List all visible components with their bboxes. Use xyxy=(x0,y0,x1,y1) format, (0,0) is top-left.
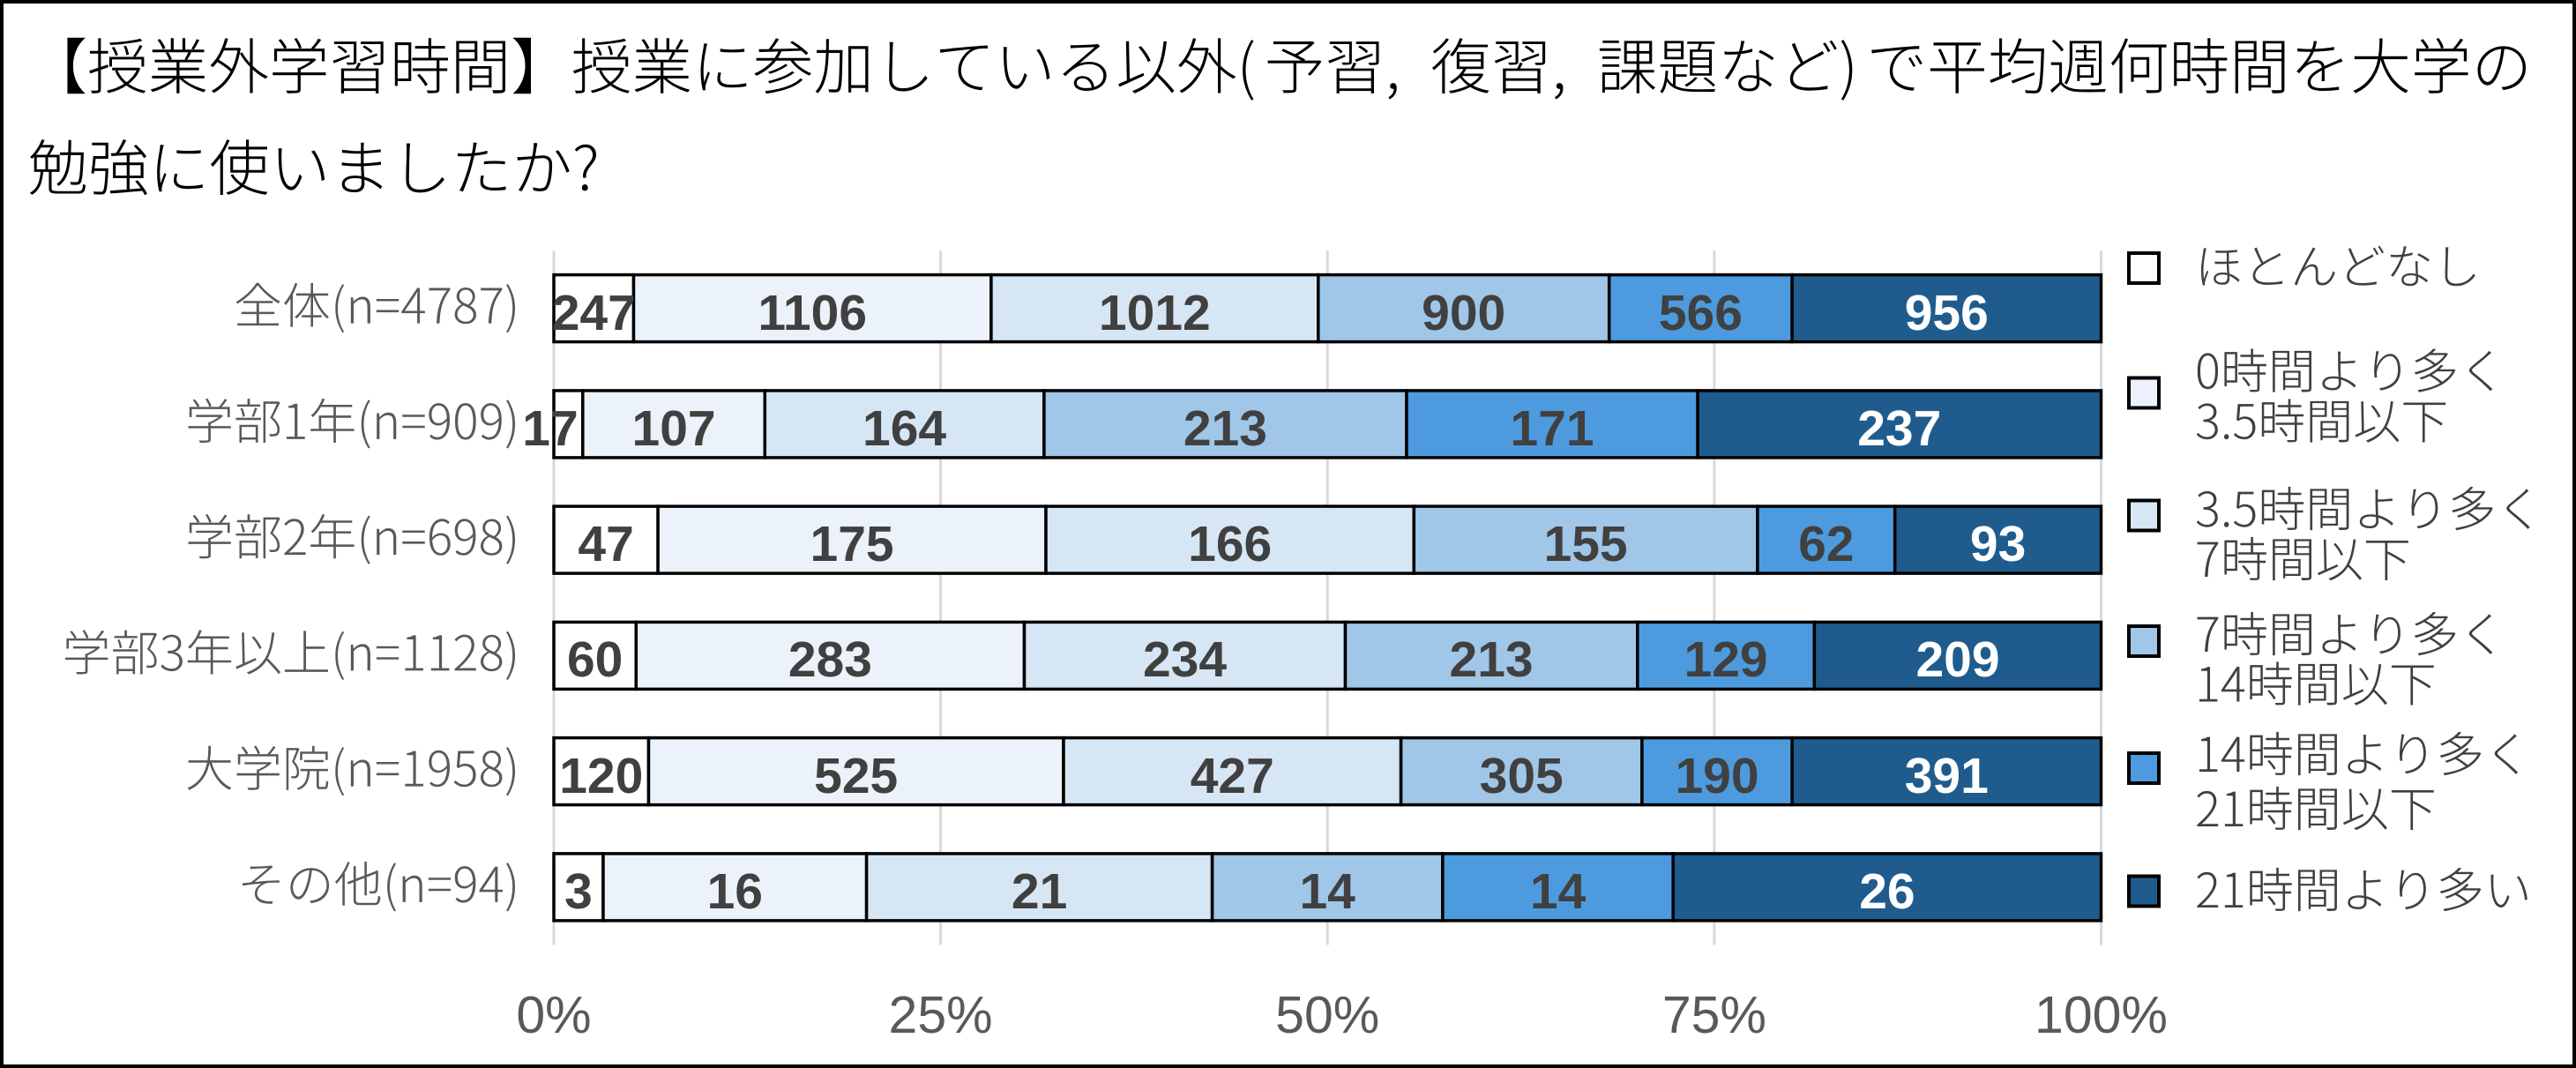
svg-text:107: 107 xyxy=(632,400,716,457)
svg-text:0%: 0% xyxy=(516,986,591,1044)
svg-text:47: 47 xyxy=(578,516,633,572)
svg-text:956: 956 xyxy=(1905,285,1989,341)
svg-text:129: 129 xyxy=(1684,631,1768,688)
svg-text:237: 237 xyxy=(1857,400,1941,457)
svg-text:171: 171 xyxy=(1510,400,1594,457)
svg-text:900: 900 xyxy=(1422,285,1505,341)
svg-text:1012: 1012 xyxy=(1099,285,1211,341)
svg-text:3: 3 xyxy=(564,863,593,920)
svg-text:427: 427 xyxy=(1191,748,1274,804)
svg-text:25%: 25% xyxy=(889,986,993,1044)
svg-text:305: 305 xyxy=(1480,748,1564,804)
svg-text:164: 164 xyxy=(862,400,946,457)
svg-text:391: 391 xyxy=(1905,748,1989,804)
svg-text:75%: 75% xyxy=(1662,986,1766,1044)
svg-text:17: 17 xyxy=(522,400,578,457)
svg-text:247: 247 xyxy=(552,285,636,341)
svg-text:21: 21 xyxy=(1012,863,1067,920)
svg-text:62: 62 xyxy=(1798,516,1854,572)
svg-text:16: 16 xyxy=(707,863,763,920)
svg-text:155: 155 xyxy=(1544,516,1628,572)
svg-text:50%: 50% xyxy=(1275,986,1379,1044)
svg-text:14: 14 xyxy=(1530,863,1587,920)
svg-text:525: 525 xyxy=(814,748,898,804)
svg-text:283: 283 xyxy=(788,631,872,688)
svg-text:93: 93 xyxy=(1970,516,2026,572)
svg-text:120: 120 xyxy=(559,748,643,804)
svg-text:190: 190 xyxy=(1675,748,1758,804)
svg-text:166: 166 xyxy=(1188,516,1272,572)
svg-text:1106: 1106 xyxy=(758,285,867,341)
svg-text:175: 175 xyxy=(810,516,894,572)
svg-text:234: 234 xyxy=(1143,631,1227,688)
svg-text:209: 209 xyxy=(1915,631,1999,688)
svg-text:60: 60 xyxy=(567,631,623,688)
svg-text:14: 14 xyxy=(1299,863,1355,920)
svg-text:566: 566 xyxy=(1659,285,1743,341)
svg-text:26: 26 xyxy=(1859,863,1915,920)
svg-text:100%: 100% xyxy=(2035,986,2168,1044)
svg-text:213: 213 xyxy=(1450,631,1534,688)
svg-text:213: 213 xyxy=(1183,400,1267,457)
